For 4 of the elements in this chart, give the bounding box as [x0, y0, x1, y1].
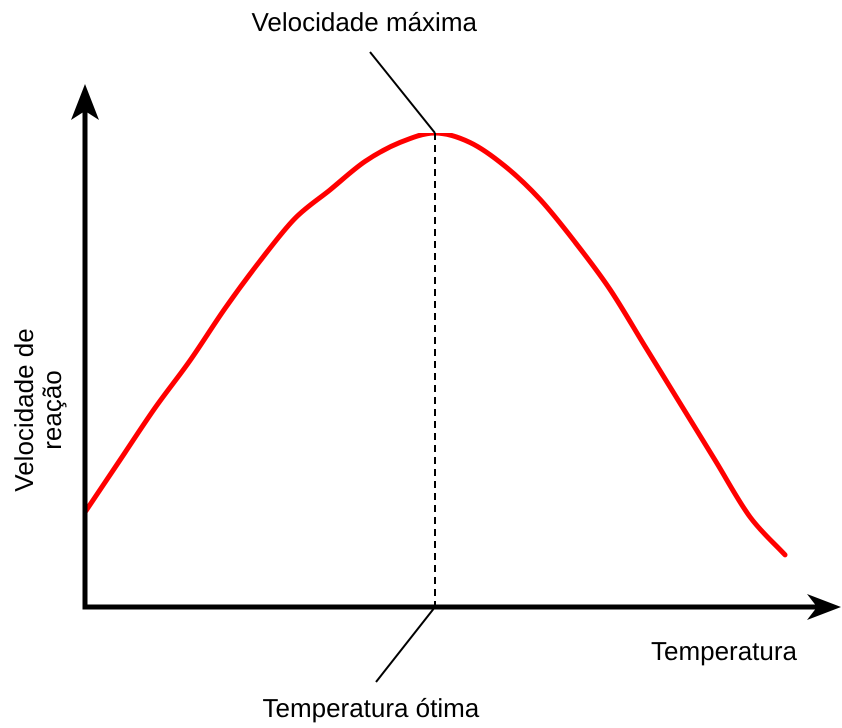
y-axis-title: Velocidade de reação [9, 327, 67, 494]
x-axis-title: Temperatura [651, 636, 797, 666]
text: Velocidade máxima [252, 7, 477, 37]
text: Temperatura ótima [262, 693, 480, 723]
